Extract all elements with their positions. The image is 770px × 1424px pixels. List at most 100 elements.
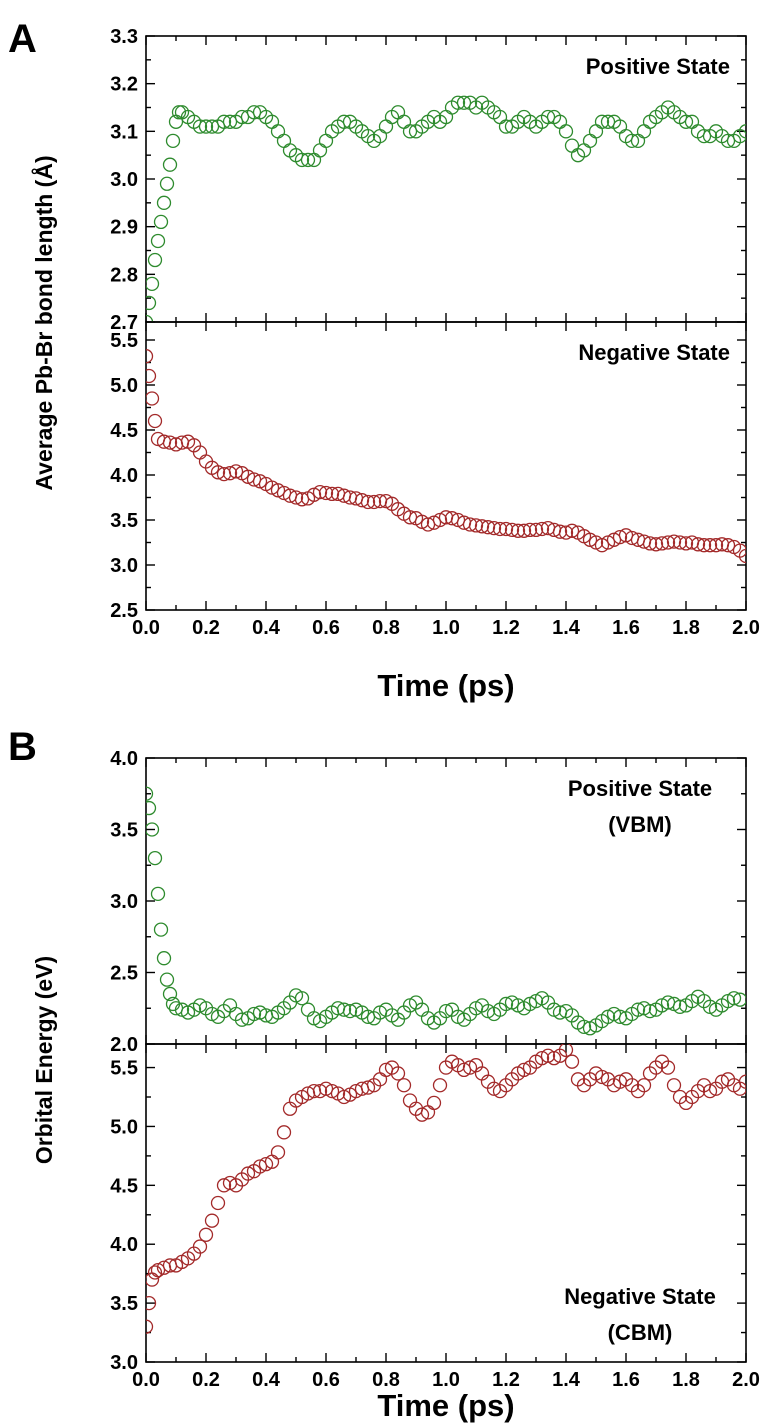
data-point xyxy=(146,1272,160,1287)
data-point xyxy=(228,464,244,479)
x-tick-label: 1.8 xyxy=(672,617,700,639)
data-point xyxy=(159,972,175,987)
data-point xyxy=(636,124,652,139)
x-tick-label: 0.6 xyxy=(312,1369,340,1391)
annotation: Negative State xyxy=(578,340,730,365)
data-point xyxy=(624,133,640,149)
data-point xyxy=(312,1083,328,1099)
data-point xyxy=(432,1078,448,1093)
data-point xyxy=(564,1054,580,1069)
data-point xyxy=(468,518,484,533)
data-point xyxy=(246,105,262,120)
y-tick-label: 3.1 xyxy=(110,121,138,143)
plot-frame xyxy=(145,321,747,611)
x-tick-label: 0.6 xyxy=(312,617,340,639)
data-point xyxy=(312,484,328,500)
y-tick-label: 4.5 xyxy=(110,1175,138,1197)
data-point xyxy=(318,1081,334,1096)
data-point xyxy=(192,119,208,134)
data-point xyxy=(402,124,418,139)
data-points xyxy=(146,0,753,1036)
data-point xyxy=(162,435,178,450)
data-point xyxy=(702,538,718,553)
y-tick-label: 3.2 xyxy=(110,74,138,96)
data-point xyxy=(690,537,706,552)
data-point xyxy=(528,522,544,538)
y-tick-label: 5.0 xyxy=(110,1116,138,1138)
data-point xyxy=(146,822,160,837)
data-point xyxy=(642,1003,658,1019)
data-point xyxy=(336,114,352,129)
data-point xyxy=(146,368,157,384)
x-tick-label: 0.4 xyxy=(252,617,281,639)
data-point xyxy=(414,1107,430,1122)
data-point xyxy=(600,114,616,129)
data-point xyxy=(318,133,334,149)
data-point xyxy=(156,195,172,210)
data-point xyxy=(216,114,232,129)
data-point xyxy=(564,523,580,538)
data-point xyxy=(162,157,178,172)
data-point xyxy=(696,128,712,144)
data-point xyxy=(378,119,394,134)
data-point xyxy=(474,519,490,534)
data-point xyxy=(324,1083,340,1099)
x-tick-label: 1.6 xyxy=(612,617,640,639)
data-point xyxy=(498,521,514,537)
data-point xyxy=(486,520,502,536)
data-point xyxy=(636,1078,652,1093)
data-point xyxy=(456,1062,472,1078)
data-point xyxy=(660,1060,676,1075)
y-tick-label: 3.0 xyxy=(110,169,138,191)
data-point xyxy=(234,109,250,125)
x-tick-label: 2.0 xyxy=(732,1369,760,1391)
data-point xyxy=(498,996,514,1012)
data-point xyxy=(534,1050,550,1066)
x-tick-label: 1.4 xyxy=(552,1369,581,1391)
data-point xyxy=(732,992,746,1007)
data-point xyxy=(462,1060,478,1075)
data-point xyxy=(462,517,478,532)
data-point xyxy=(678,114,694,129)
subplot-negative: 2.5 3.0 3.5 4.0 4.5 5.0 5.5 Negative State xyxy=(110,321,747,622)
data-point xyxy=(198,119,214,134)
data-point xyxy=(300,1002,316,1017)
x-tick-label: 0.4 xyxy=(252,1369,281,1391)
data-point xyxy=(216,1178,232,1193)
data-point xyxy=(630,1002,646,1017)
data-point xyxy=(450,95,466,110)
data-point xyxy=(456,95,472,110)
data-point xyxy=(294,152,310,168)
y-tick-label: 3.0 xyxy=(110,1352,138,1374)
y-tick-label: 3.0 xyxy=(110,555,138,577)
data-point xyxy=(171,105,187,120)
data-point xyxy=(258,1156,274,1172)
data-point xyxy=(366,494,382,510)
data-point xyxy=(342,1003,358,1019)
data-point xyxy=(276,133,292,149)
data-point xyxy=(552,524,568,539)
x-tick-label: 1.0 xyxy=(432,1369,460,1391)
data-point xyxy=(558,1044,574,1058)
data-point xyxy=(146,800,157,816)
data-point xyxy=(288,490,304,505)
panel-label: B xyxy=(8,725,37,769)
subplot-positive: 2.0 2.5 3.0 3.5 4.0 Positive State (VBM) xyxy=(110,0,753,1056)
data-point xyxy=(654,536,670,551)
data-point xyxy=(648,537,664,552)
y-tick-label: 4.0 xyxy=(110,1234,138,1256)
data-point xyxy=(678,536,694,551)
data-point xyxy=(498,119,514,134)
y-tick-label: 2.8 xyxy=(110,264,138,286)
data-point xyxy=(147,1265,163,1280)
data-point xyxy=(738,124,746,139)
x-axis-title: Time (ps) xyxy=(377,668,514,703)
x-tick-label: 0.0 xyxy=(132,1369,160,1391)
data-point xyxy=(204,119,220,134)
y-tick-label: 4.5 xyxy=(110,420,138,442)
data-point xyxy=(740,0,753,7)
data-point xyxy=(162,986,178,1002)
data-point xyxy=(738,548,746,564)
y-tick-label: 4.0 xyxy=(110,748,138,770)
